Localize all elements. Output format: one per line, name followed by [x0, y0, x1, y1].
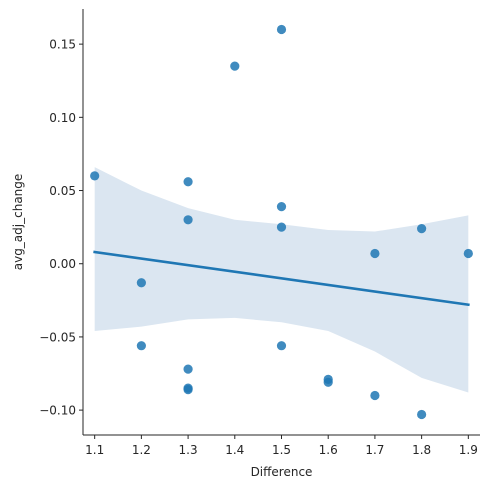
- x-tick-label: 1.6: [319, 443, 338, 457]
- x-tick-label: 1.8: [412, 443, 431, 457]
- x-tick-label: 1.1: [85, 443, 104, 457]
- confidence-band-layer: [94, 167, 469, 393]
- x-tick-label: 1.4: [225, 443, 244, 457]
- y-tick-label: 0.00: [49, 257, 76, 271]
- data-point-4: [183, 177, 193, 187]
- regression-line-layer: [93, 250, 470, 307]
- data-point-3: [136, 341, 146, 351]
- x-axis-title: Difference: [251, 465, 313, 479]
- x-tick-label: 1.9: [459, 443, 478, 457]
- data-point-19: [417, 409, 427, 420]
- y-tick-label: 0.05: [49, 184, 76, 198]
- y-tick-label: −0.10: [39, 404, 76, 418]
- data-point-18: [417, 223, 427, 234]
- data-point-5: [183, 215, 193, 225]
- y-tick-label: −0.05: [39, 330, 76, 344]
- x-tick-label: 1.3: [179, 443, 198, 457]
- y-tick-label: 0.10: [49, 111, 76, 125]
- data-point-11: [276, 202, 287, 212]
- confidence-band: [94, 167, 469, 393]
- data-point-6: [183, 364, 193, 374]
- data-point-9: [230, 61, 240, 71]
- data-point-2: [136, 278, 146, 288]
- data-point-16: [370, 248, 380, 259]
- data-point-17: [370, 390, 380, 401]
- data-point-12: [276, 222, 287, 232]
- data-point-15: [323, 377, 333, 387]
- x-tick-label: 1.7: [365, 443, 384, 457]
- data-point-20: [463, 248, 473, 259]
- data-point-13: [276, 341, 287, 351]
- data-point-8: [183, 385, 193, 395]
- regression-line: [93, 250, 470, 307]
- data-point-10: [276, 24, 287, 35]
- data-point-1: [90, 171, 100, 181]
- y-tick-label: 0.15: [49, 38, 76, 52]
- axes-layer: 1.1 1.2 1.3 1.4 1.5 1.6 1.7 1.8 1.9 −0.10 −0.05 0.0…: [39, 9, 480, 457]
- x-tick-label: 1.5: [272, 443, 291, 457]
- x-tick-label: 1.2: [132, 443, 151, 457]
- scatter-points-layer: [90, 24, 473, 420]
- y-axis-title: avg_adj_change: [11, 174, 25, 271]
